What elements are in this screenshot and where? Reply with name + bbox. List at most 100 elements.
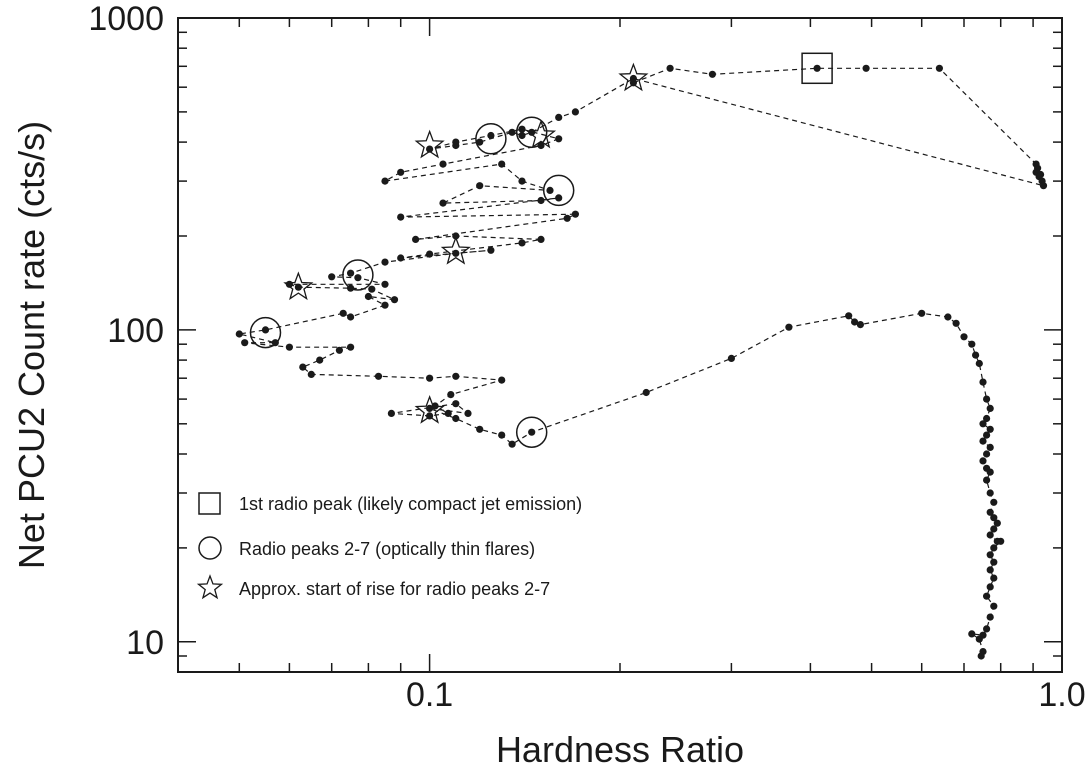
data-point — [990, 544, 998, 552]
data-point — [452, 138, 460, 146]
data-point — [518, 177, 526, 185]
data-point — [381, 280, 389, 288]
data-point — [990, 514, 998, 522]
y-axis-label: Net PCU2 Count rate (cts/s) — [11, 121, 52, 569]
data-point — [952, 319, 960, 327]
data-point — [990, 574, 998, 582]
data-point — [476, 425, 484, 433]
data-point — [975, 635, 983, 643]
data-point — [390, 296, 399, 304]
data-point — [862, 64, 870, 72]
data-point — [986, 613, 994, 621]
data-point — [997, 537, 1005, 545]
data-point — [708, 70, 717, 78]
data-point — [986, 425, 994, 433]
data-point — [452, 414, 460, 423]
data-points-group — [235, 64, 1048, 660]
data-point — [374, 372, 383, 380]
radio-peak-circle-marker — [542, 174, 575, 207]
data-point — [1037, 170, 1045, 179]
data-point — [387, 409, 395, 417]
data-point — [979, 378, 987, 386]
data-point — [546, 186, 554, 194]
data-point — [299, 363, 307, 371]
data-point — [935, 64, 944, 72]
data-point — [476, 182, 484, 190]
data-point — [316, 356, 324, 364]
radio-peak-circle-marker — [249, 316, 282, 349]
data-point — [537, 196, 545, 205]
data-point — [727, 354, 736, 362]
y-tick-label: 100 — [107, 312, 164, 350]
data-point — [986, 489, 994, 497]
x-axis-label: Hardness Ratio — [496, 729, 744, 770]
data-point — [452, 400, 460, 408]
radio-peak-circle-marker — [515, 116, 548, 149]
data-point — [990, 498, 998, 506]
rise-start-star-marker — [525, 119, 557, 149]
data-point — [447, 391, 455, 399]
data-point — [983, 414, 991, 423]
data-point — [439, 199, 447, 207]
data-point — [856, 321, 865, 329]
data-point — [487, 246, 495, 254]
data-point — [990, 525, 998, 533]
data-point — [498, 376, 506, 384]
data-point — [452, 372, 460, 380]
data-point — [983, 476, 991, 484]
data-point — [993, 519, 1001, 527]
data-point — [986, 443, 994, 451]
data-point — [977, 652, 985, 660]
y-tick-label: 1000 — [88, 0, 164, 38]
data-point — [983, 625, 991, 633]
data-point — [972, 351, 980, 359]
data-point — [354, 274, 362, 282]
data-point — [918, 309, 926, 317]
data-point — [785, 323, 793, 331]
radio-peak-circle-marker — [475, 123, 507, 155]
data-point — [528, 428, 536, 436]
legend-square-marker — [198, 492, 221, 515]
data-point — [412, 235, 420, 243]
data-point — [983, 431, 991, 439]
data-point — [508, 128, 516, 136]
data-point — [563, 214, 571, 222]
data-point — [347, 313, 355, 321]
legend-label-star: Approx. start of rise for radio peaks 2-… — [239, 579, 550, 599]
data-point — [235, 330, 243, 338]
data-point — [555, 113, 563, 121]
legend-star-marker — [196, 574, 224, 600]
data-point — [979, 437, 987, 445]
data-point — [990, 558, 998, 566]
data-point — [518, 131, 526, 140]
data-point — [347, 269, 355, 277]
radio-peak-circle-marker — [515, 416, 548, 448]
data-point — [983, 592, 991, 600]
data-point — [813, 64, 821, 72]
data-point — [335, 346, 343, 354]
data-point — [986, 468, 994, 476]
data-point — [979, 420, 987, 428]
data-point — [518, 125, 526, 133]
data-point — [328, 273, 336, 281]
data-point — [986, 551, 994, 559]
data-point — [983, 450, 991, 458]
data-point — [986, 566, 994, 574]
rise-start-star-marker — [414, 395, 445, 424]
data-point — [241, 339, 249, 347]
data-point — [381, 258, 389, 266]
rise-start-star-marker — [283, 271, 314, 301]
legend: 1st radio peak (likely compact jet emiss… — [196, 492, 582, 600]
data-point — [983, 395, 991, 403]
data-point — [666, 64, 674, 72]
data-point — [1039, 182, 1048, 190]
data-point — [990, 602, 998, 610]
data-point — [464, 409, 472, 417]
data-point — [381, 177, 389, 185]
y-tick-label: 10 — [126, 624, 164, 662]
data-point — [498, 160, 506, 168]
data-point — [629, 74, 638, 83]
data-point — [368, 285, 376, 293]
data-point — [986, 583, 994, 591]
